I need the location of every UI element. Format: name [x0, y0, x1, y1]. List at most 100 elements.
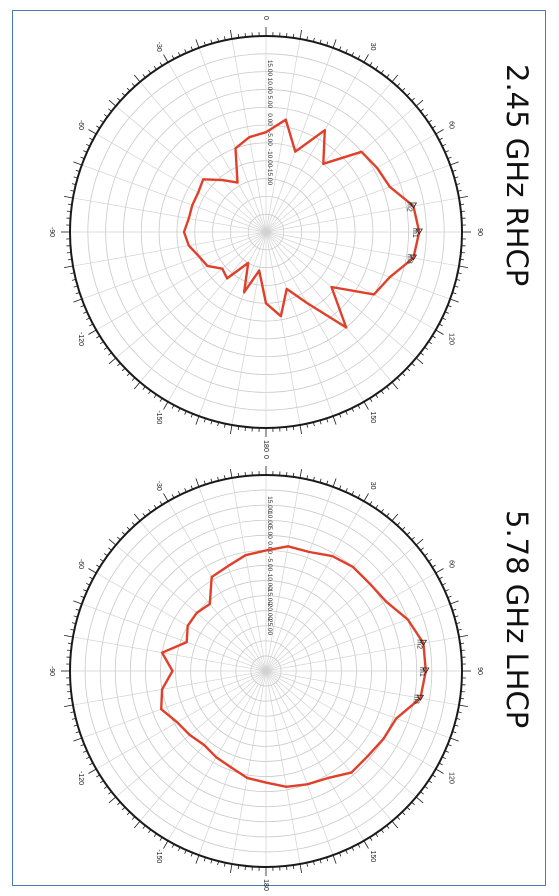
angle-tick	[411, 97, 415, 102]
angle-tick	[121, 92, 126, 97]
angle-tick	[163, 54, 169, 63]
grid-spoke	[265, 670, 417, 798]
angle-tick	[456, 622, 461, 624]
angle-tick	[88, 129, 97, 135]
plot-title-lhcp: 5.78 GHz LHCP	[500, 510, 534, 729]
angle-tick	[83, 311, 88, 314]
grid-spoke	[72, 197, 267, 233]
angle-tick	[237, 472, 240, 477]
grid-spoke	[265, 670, 436, 770]
angle-tick	[438, 762, 443, 766]
grid-spoke	[265, 544, 417, 672]
angle-tick	[99, 341, 104, 345]
radial-value-label: 5.00	[266, 526, 273, 539]
angle-tick	[75, 169, 80, 172]
angle-tick	[73, 176, 78, 179]
grid-spoke	[115, 670, 267, 798]
angle-tick	[177, 52, 181, 57]
angle-tick	[396, 522, 401, 526]
angle-tick	[460, 203, 465, 206]
angle-tick	[450, 600, 459, 605]
angle-tick	[380, 69, 384, 74]
angle-tick	[153, 833, 157, 838]
angle-tick	[391, 513, 399, 522]
grid-spoke	[265, 670, 393, 822]
angle-tick	[386, 513, 390, 517]
grid-spoke	[265, 572, 436, 672]
angle-tick	[435, 568, 444, 574]
grid-spoke	[81, 164, 267, 233]
angle-tick	[108, 796, 117, 804]
angle-tick	[75, 731, 80, 734]
grid-spoke	[167, 501, 267, 672]
angle-tick	[452, 608, 457, 611]
angle-tick	[326, 857, 329, 862]
angle-tick	[345, 488, 348, 493]
angle-tick	[73, 298, 82, 303]
angle-tick	[99, 558, 104, 562]
angle-tick	[457, 629, 462, 631]
angle-tick	[203, 41, 206, 46]
angle-tick	[159, 837, 163, 841]
angle-tick	[447, 305, 452, 308]
grid-spoke	[265, 81, 393, 233]
angle-tick	[195, 416, 200, 425]
radial-value-label: -15.00	[266, 167, 273, 186]
angle-tick	[148, 508, 152, 513]
grid-spoke	[265, 603, 451, 672]
angle-tick	[230, 863, 233, 873]
grid-spoke	[72, 670, 267, 706]
angle-tick	[171, 494, 175, 499]
angle-tick	[67, 642, 72, 645]
angle-tick	[428, 780, 433, 784]
angle-tick	[117, 536, 121, 541]
angle-tick	[148, 390, 152, 395]
angle-tick	[380, 390, 384, 395]
grid-spoke	[231, 477, 267, 672]
angle-tick	[351, 52, 355, 57]
angle-tick	[121, 367, 126, 372]
angle-tick	[306, 423, 308, 428]
angle-tick	[177, 846, 181, 851]
angle-tick	[319, 478, 322, 483]
marker-label: m3	[405, 254, 412, 264]
angle-tick	[80, 156, 85, 159]
angle-tick	[401, 811, 406, 816]
angle-tick	[177, 491, 181, 496]
grid-spoke	[72, 231, 267, 267]
angle-tick	[203, 418, 206, 423]
angle-tick-label: 30	[369, 43, 376, 51]
angle-tick	[133, 513, 141, 522]
angle-tick	[210, 39, 213, 44]
angle-tick	[131, 377, 136, 381]
grid-spoke	[265, 670, 365, 841]
radial-value-label: -5.00	[266, 556, 273, 571]
angle-tick	[121, 806, 126, 811]
radial-value-label: 0.00	[266, 113, 273, 126]
grid-spoke	[96, 133, 267, 233]
angle-tick	[432, 335, 436, 339]
angle-tick	[230, 469, 233, 479]
angle-tick	[103, 785, 108, 789]
angle-tick	[380, 829, 384, 834]
angle-tick	[292, 472, 295, 477]
angle-tick-label: 180	[262, 440, 269, 452]
grid-spoke	[115, 105, 267, 233]
plot-title-rhcp: 2.45 GHz RHCP	[500, 64, 534, 287]
angle-tick	[184, 410, 187, 415]
angle-tick	[457, 272, 462, 274]
angle-tick	[458, 704, 468, 707]
marker-label: m1	[411, 228, 418, 238]
angle-tick	[99, 780, 104, 784]
angle-tick	[126, 811, 131, 816]
angle-tick	[171, 404, 175, 409]
angle-tick	[83, 750, 88, 753]
marker-triangle	[415, 228, 423, 235]
grid-spoke	[115, 544, 267, 672]
angle-tick	[70, 629, 75, 631]
angle-tick	[108, 538, 117, 546]
angle-tick	[96, 774, 100, 778]
angle-tick	[190, 485, 193, 490]
angle-tick	[108, 357, 117, 365]
angle-tick	[326, 41, 329, 46]
